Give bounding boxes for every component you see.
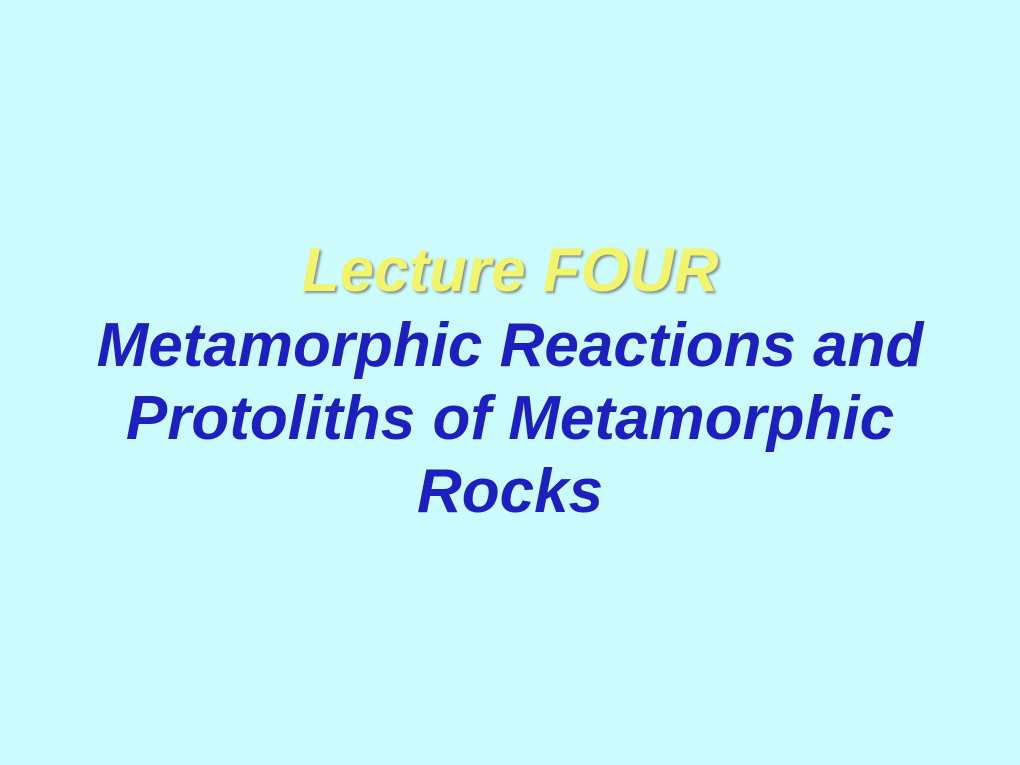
- slide-subtitle-line2: Protoliths of Metamorphic: [126, 382, 894, 455]
- slide-subtitle-line1: Metamorphic Reactions and: [97, 309, 924, 382]
- slide-container: Lecture FOUR Metamorphic Reactions and P…: [0, 0, 1020, 765]
- slide-subtitle-line3: Rocks: [417, 455, 603, 528]
- slide-title: Lecture FOUR: [302, 237, 719, 305]
